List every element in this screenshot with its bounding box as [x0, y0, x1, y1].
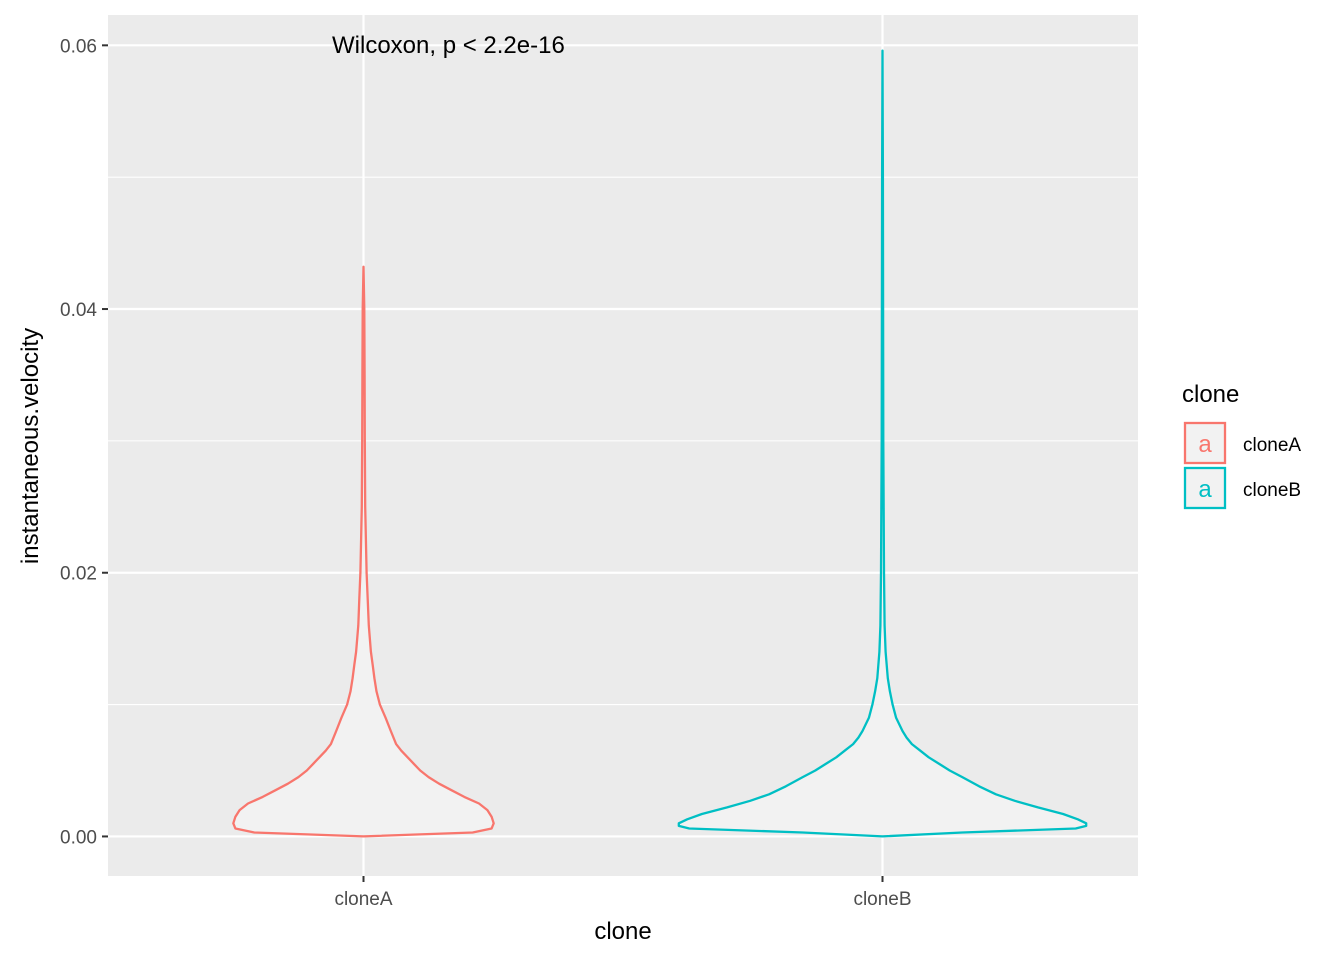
legend-key-cloneA [1183, 421, 1227, 465]
y-tick-label: 0.06 [60, 36, 97, 57]
y-axis-title: instantaneous.velocity [17, 328, 44, 564]
legend-label-cloneA: cloneA [1243, 435, 1301, 456]
y-axis-ticks: 0.00 0.02 0.04 0.06 [60, 36, 108, 848]
x-tick-label: cloneA [334, 889, 392, 910]
violin-cloneA [232, 265, 495, 838]
violin-cloneB [677, 49, 1088, 838]
wilcoxon-annotation: Wilcoxon, p < 2.2e-16 [332, 32, 565, 59]
panel-background [108, 15, 1138, 876]
y-tick-label: 0.00 [60, 827, 97, 848]
x-axis-ticks: cloneA cloneB [334, 876, 912, 910]
legend-key-glyph: a [1198, 476, 1212, 503]
legend-key-glyph: a [1198, 431, 1212, 458]
x-axis-title: clone [594, 918, 651, 945]
legend: clone a cloneA a cloneB [1182, 381, 1301, 510]
y-tick-label: 0.04 [60, 300, 97, 321]
y-tick-label: 0.02 [60, 564, 97, 585]
legend-label-cloneB: cloneB [1243, 480, 1301, 501]
x-tick-label: cloneB [853, 889, 911, 910]
minor-gridlines [108, 176, 1138, 706]
legend-title: clone [1182, 381, 1239, 408]
violins [232, 49, 1088, 838]
legend-key-cloneB [1183, 466, 1227, 510]
